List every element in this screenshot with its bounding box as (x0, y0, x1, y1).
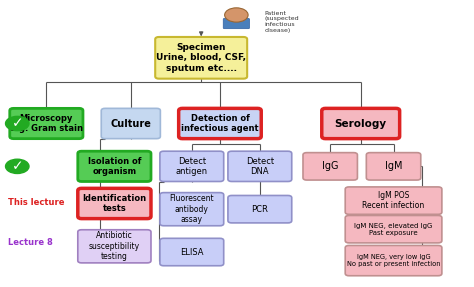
Text: Specimen
Urine, blood, CSF,
sputum etc....: Specimen Urine, blood, CSF, sputum etc..… (156, 43, 246, 73)
Text: Lecture 8: Lecture 8 (8, 238, 53, 247)
Text: ✓: ✓ (11, 117, 23, 131)
Text: Detect
DNA: Detect DNA (246, 157, 274, 176)
FancyBboxPatch shape (78, 188, 151, 219)
Circle shape (6, 159, 29, 173)
Text: Detect
antigen: Detect antigen (176, 157, 208, 176)
FancyBboxPatch shape (101, 108, 160, 139)
FancyBboxPatch shape (303, 153, 357, 180)
FancyBboxPatch shape (10, 108, 83, 139)
Text: This lecture: This lecture (8, 197, 64, 207)
FancyBboxPatch shape (78, 151, 151, 181)
Text: IgM POS
Recent infection: IgM POS Recent infection (363, 191, 425, 210)
FancyBboxPatch shape (155, 37, 247, 79)
Text: ELISA: ELISA (180, 247, 203, 257)
FancyBboxPatch shape (160, 151, 224, 181)
FancyBboxPatch shape (223, 18, 249, 29)
Circle shape (225, 8, 248, 22)
Text: Detection of
infectious agent: Detection of infectious agent (181, 114, 259, 133)
Text: Identification
tests: Identification tests (82, 194, 146, 213)
FancyBboxPatch shape (179, 108, 261, 139)
Circle shape (6, 116, 29, 131)
Text: Serology: Serology (335, 119, 387, 129)
FancyBboxPatch shape (322, 108, 400, 139)
Text: ✓: ✓ (11, 159, 23, 173)
FancyBboxPatch shape (228, 195, 292, 223)
Text: Culture: Culture (110, 119, 151, 129)
Text: Fluorescent
antibody
assay: Fluorescent antibody assay (170, 194, 214, 224)
Text: IgM NEG, very low IgG
No past or present infection: IgM NEG, very low IgG No past or present… (347, 254, 440, 267)
FancyBboxPatch shape (160, 238, 224, 266)
FancyBboxPatch shape (345, 216, 442, 243)
Text: Microscopy
e.g. Gram stain: Microscopy e.g. Gram stain (10, 114, 83, 133)
Text: Patient
(suspected
infectious
disease): Patient (suspected infectious disease) (264, 11, 299, 33)
Text: PCR: PCR (251, 205, 268, 214)
Text: IgM NEG, elevated IgG
Past exposure: IgM NEG, elevated IgG Past exposure (355, 223, 433, 236)
FancyBboxPatch shape (160, 193, 224, 226)
FancyBboxPatch shape (78, 230, 151, 263)
Text: IgM: IgM (385, 161, 402, 171)
FancyBboxPatch shape (345, 245, 442, 276)
Text: Antibiotic
susceptibility
testing: Antibiotic susceptibility testing (89, 231, 140, 261)
Text: Isolation of
organism: Isolation of organism (88, 157, 141, 176)
FancyBboxPatch shape (228, 151, 292, 181)
FancyBboxPatch shape (345, 187, 442, 214)
FancyBboxPatch shape (366, 153, 421, 180)
Text: IgG: IgG (322, 161, 338, 171)
